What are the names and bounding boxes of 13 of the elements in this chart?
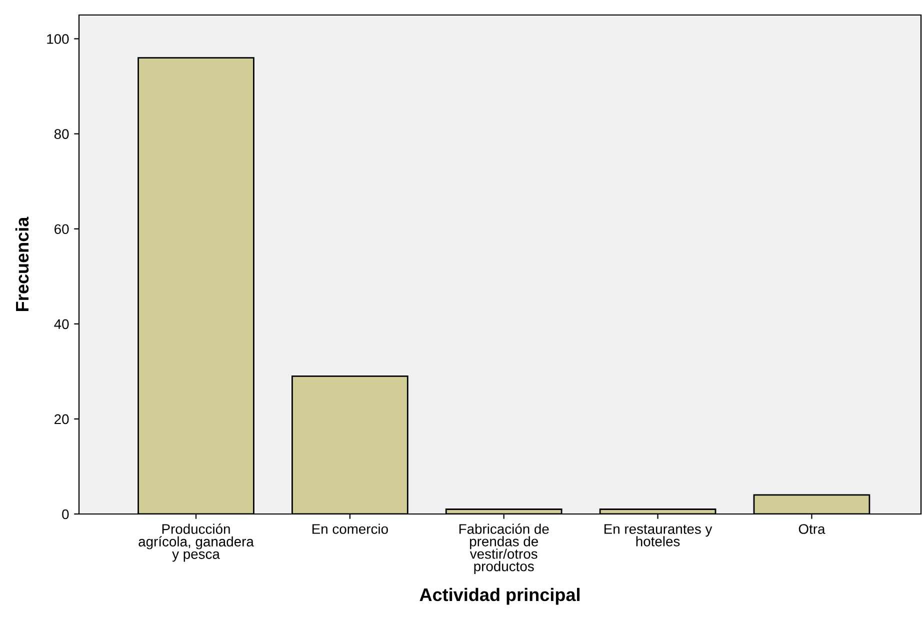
x-axis-title: Actividad principal — [420, 588, 580, 605]
y-tick-label: 40 — [54, 319, 69, 330]
y-axis-title: Frecuencia — [15, 216, 29, 311]
x-tick-label: Otra — [798, 524, 826, 534]
y-tick-label: 20 — [54, 414, 69, 424]
x-tick-label: En comercio — [312, 524, 388, 534]
x-tick-label: Fabricación de prendas de vestir/otros productos — [459, 524, 549, 574]
y-tick-label: 60 — [54, 224, 69, 234]
y-tick-label: 80 — [54, 129, 69, 139]
x-tick-label: En restaurantes y hoteles — [604, 524, 712, 546]
y-tick-label: 0 — [62, 509, 69, 520]
y-tick-label: 100 — [47, 34, 69, 44]
x-tick-label: Producción agrícola, ganadera y pesca — [138, 524, 254, 562]
